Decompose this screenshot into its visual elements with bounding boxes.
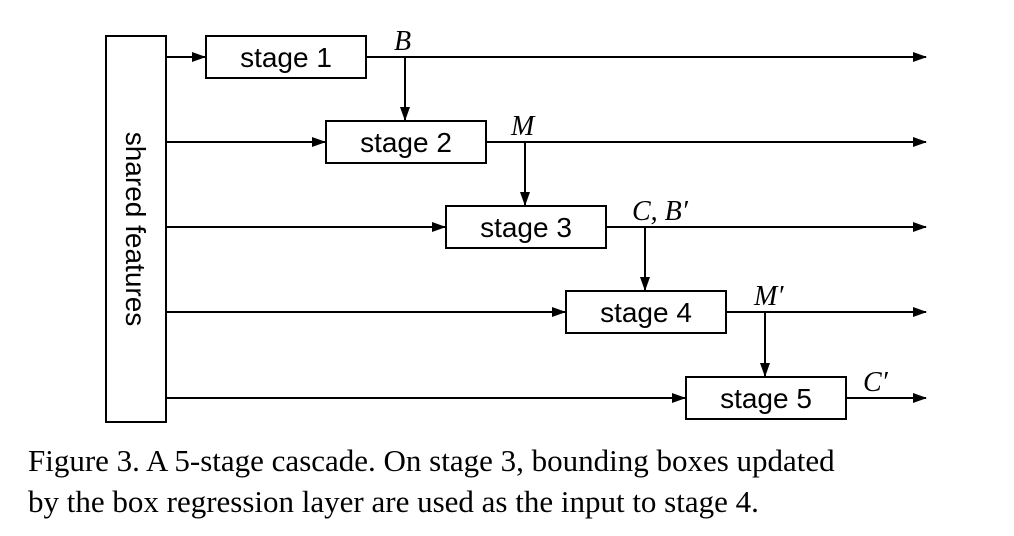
- stage-4-label: stage 4: [600, 297, 692, 328]
- cascade-arrows: [400, 57, 770, 377]
- stage-2-block: stage 2: [325, 120, 487, 164]
- cascade-diagram: shared features stage 1 stage 2 stage 3: [105, 26, 927, 423]
- stage-1-block: stage 1: [205, 35, 367, 79]
- shared-features-label: shared features: [120, 132, 151, 327]
- stage-3-block: stage 3: [445, 205, 607, 249]
- stage-3-label: stage 3: [480, 212, 572, 243]
- stage-2-label: stage 2: [360, 127, 452, 158]
- output-arrows: [366, 52, 927, 403]
- stage-4-output: M′: [753, 281, 784, 312]
- stage-4-block: stage 4: [565, 290, 727, 334]
- stage-5-label: stage 5: [720, 383, 812, 414]
- stage-5-output: C′: [863, 367, 889, 398]
- stage-2-output: M: [510, 111, 536, 142]
- shared-features-block: shared features: [105, 35, 167, 423]
- caption-line-1: Figure 3. A 5-stage cascade. On stage 3,…: [28, 443, 835, 478]
- stage-5-block: stage 5: [685, 376, 847, 420]
- input-arrows: [166, 52, 686, 403]
- stage-1-label: stage 1: [240, 42, 332, 73]
- stage-3-output: C, B′: [632, 196, 689, 227]
- figure-caption: Figure 3. A 5-stage cascade. On stage 3,…: [28, 440, 1008, 522]
- stage-1-output: B: [394, 26, 411, 57]
- caption-line-2: by the box regression layer are used as …: [28, 484, 759, 519]
